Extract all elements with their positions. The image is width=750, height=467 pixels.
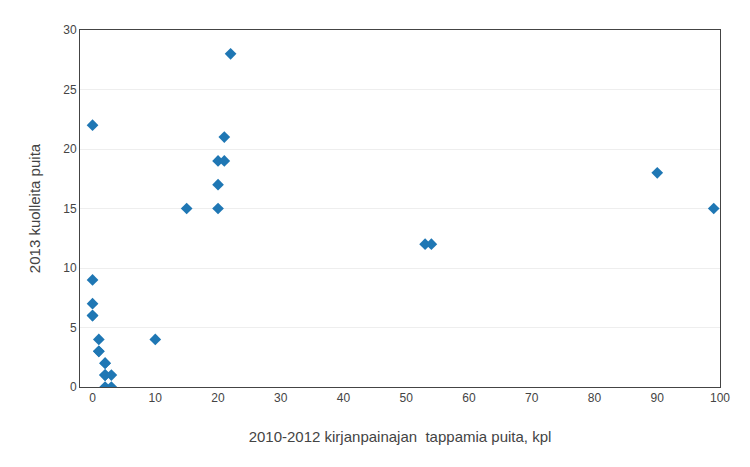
svg-text:80: 80 <box>588 391 602 405</box>
svg-text:2010-2012 kirjanpainajan tapp: 2010-2012 kirjanpainajan tappamia puita,… <box>249 428 552 445</box>
svg-text:20: 20 <box>63 142 77 156</box>
svg-text:70: 70 <box>525 391 539 405</box>
svg-text:25: 25 <box>63 83 77 97</box>
svg-text:30: 30 <box>63 23 77 37</box>
svg-text:0: 0 <box>70 380 77 394</box>
svg-text:50: 50 <box>400 391 414 405</box>
svg-text:20: 20 <box>211 391 225 405</box>
svg-text:100: 100 <box>710 391 730 405</box>
svg-text:60: 60 <box>462 391 476 405</box>
svg-text:10: 10 <box>149 391 163 405</box>
svg-text:5: 5 <box>70 321 77 335</box>
svg-text:2013 kuolleita puita: 2013 kuolleita puita <box>26 143 43 273</box>
svg-text:90: 90 <box>651 391 665 405</box>
svg-text:40: 40 <box>337 391 351 405</box>
svg-text:10: 10 <box>63 261 77 275</box>
svg-text:0: 0 <box>89 391 96 405</box>
svg-text:30: 30 <box>274 391 288 405</box>
svg-text:15: 15 <box>63 202 77 216</box>
